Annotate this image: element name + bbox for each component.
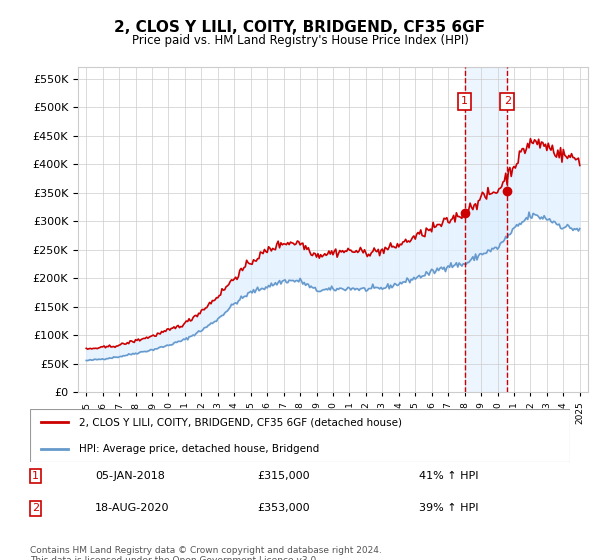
Text: Price paid vs. HM Land Registry's House Price Index (HPI): Price paid vs. HM Land Registry's House … (131, 34, 469, 46)
Text: 2: 2 (32, 503, 39, 514)
Text: 05-JAN-2018: 05-JAN-2018 (95, 471, 164, 481)
FancyBboxPatch shape (30, 409, 570, 462)
Text: 2: 2 (504, 96, 511, 106)
Text: 1: 1 (461, 96, 468, 106)
Text: £315,000: £315,000 (257, 471, 310, 481)
Text: 1: 1 (32, 471, 39, 481)
Text: Contains HM Land Registry data © Crown copyright and database right 2024.
This d: Contains HM Land Registry data © Crown c… (30, 546, 382, 560)
Text: HPI: Average price, detached house, Bridgend: HPI: Average price, detached house, Brid… (79, 444, 319, 454)
Bar (464, 67, 508, 392)
Text: £353,000: £353,000 (257, 503, 310, 514)
Text: 41% ↑ HPI: 41% ↑ HPI (419, 471, 478, 481)
Text: 18-AUG-2020: 18-AUG-2020 (95, 503, 169, 514)
Text: 2, CLOS Y LILI, COITY, BRIDGEND, CF35 6GF: 2, CLOS Y LILI, COITY, BRIDGEND, CF35 6G… (115, 20, 485, 35)
Text: 2, CLOS Y LILI, COITY, BRIDGEND, CF35 6GF (detached house): 2, CLOS Y LILI, COITY, BRIDGEND, CF35 6G… (79, 417, 401, 427)
Text: 39% ↑ HPI: 39% ↑ HPI (419, 503, 478, 514)
